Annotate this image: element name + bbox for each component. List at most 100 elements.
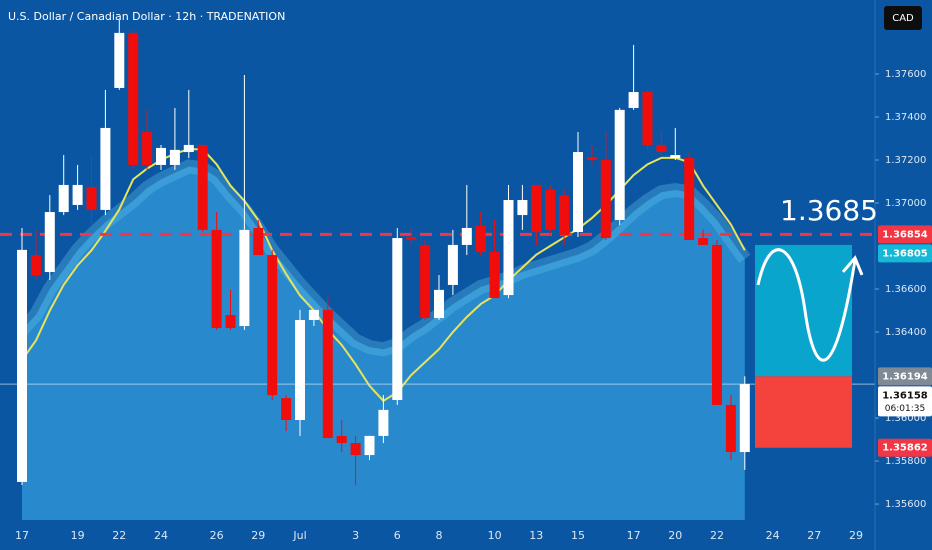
x-tick-label: 17 bbox=[627, 529, 641, 542]
x-tick-label: 26 bbox=[210, 529, 224, 542]
candle-body bbox=[128, 32, 139, 165]
candle-body bbox=[295, 320, 305, 420]
y-tick-label: 1.37000 bbox=[885, 198, 926, 209]
countdown-label: 06:01:35 bbox=[885, 404, 925, 414]
candle-body bbox=[614, 109, 625, 220]
currency-label: CAD bbox=[892, 13, 914, 24]
x-tick-label: 17 bbox=[15, 529, 29, 542]
candle-body bbox=[725, 404, 736, 453]
candle-body bbox=[517, 200, 528, 216]
candle-body bbox=[169, 149, 180, 165]
candle-body bbox=[44, 212, 55, 273]
candle-body bbox=[447, 244, 458, 285]
candle-body bbox=[531, 184, 542, 233]
candle-body bbox=[475, 226, 486, 253]
x-tick-label: 29 bbox=[251, 529, 265, 542]
price-label-box bbox=[878, 438, 932, 457]
candle-body bbox=[308, 309, 319, 320]
x-tick-label: 27 bbox=[807, 529, 821, 542]
y-tick-label: 1.37400 bbox=[885, 112, 926, 123]
candle-body bbox=[86, 186, 97, 210]
candle-body bbox=[628, 92, 639, 108]
candle-body bbox=[739, 384, 750, 453]
y-tick-label: 1.36600 bbox=[885, 284, 926, 295]
candle-body bbox=[503, 200, 514, 296]
indicator-area bbox=[22, 166, 745, 521]
candle-body bbox=[559, 195, 570, 236]
candle-body bbox=[211, 229, 222, 328]
price-label: 1.36158 bbox=[882, 390, 928, 401]
candle-body bbox=[17, 249, 27, 482]
candle-body bbox=[267, 255, 278, 396]
forecast-curve bbox=[756, 248, 857, 362]
y-tick-label: 1.37200 bbox=[885, 155, 926, 166]
candle-body bbox=[461, 227, 472, 245]
y-tick-label: 1.37600 bbox=[885, 69, 926, 80]
candle-body bbox=[281, 398, 292, 420]
x-tick-label: 24 bbox=[154, 529, 168, 542]
candle-body bbox=[712, 244, 722, 405]
candle-body bbox=[239, 229, 250, 327]
forecast-arrowhead bbox=[841, 255, 864, 276]
price-label: 1.36194 bbox=[882, 371, 928, 382]
candle-body bbox=[545, 189, 556, 230]
plot-area bbox=[0, 20, 875, 521]
y-tick-label: 1.35800 bbox=[885, 456, 926, 467]
x-tick-label: 10 bbox=[488, 529, 502, 542]
price-label-box bbox=[878, 386, 932, 417]
level-annotation: 1.3685 bbox=[780, 194, 878, 227]
candle-body bbox=[586, 156, 597, 160]
x-tick-label: 15 bbox=[571, 529, 585, 542]
candle-body bbox=[392, 238, 403, 400]
candle-body bbox=[364, 435, 375, 456]
x-tick-label: 22 bbox=[710, 529, 724, 542]
x-tick-label: 3 bbox=[352, 529, 359, 542]
candle-body bbox=[489, 252, 500, 299]
candle-body bbox=[183, 144, 194, 153]
candle-body bbox=[114, 32, 125, 88]
candle-body bbox=[684, 158, 695, 240]
candle-body bbox=[100, 127, 111, 210]
price-label: 1.36805 bbox=[882, 248, 928, 259]
x-tick-label: 19 bbox=[71, 529, 85, 542]
candle-body bbox=[197, 144, 208, 230]
y-tick-label: 1.35600 bbox=[885, 499, 926, 510]
candle-body bbox=[336, 435, 347, 444]
candle-body bbox=[600, 160, 611, 239]
x-tick-label: 22 bbox=[112, 529, 126, 542]
candle-body bbox=[670, 155, 681, 159]
candle-body bbox=[156, 147, 166, 165]
x-tick-label: 13 bbox=[529, 529, 543, 542]
x-tick-label: 24 bbox=[766, 529, 780, 542]
x-tick-label: 6 bbox=[394, 529, 401, 542]
candle-body bbox=[698, 238, 709, 245]
x-tick-label: Jul bbox=[292, 529, 306, 542]
candle-body bbox=[642, 92, 653, 145]
candle-body bbox=[350, 443, 361, 456]
candle-body bbox=[378, 409, 389, 436]
candle-body bbox=[142, 132, 153, 165]
candle-body bbox=[656, 144, 667, 153]
price-label-box bbox=[878, 367, 932, 386]
price-label-box bbox=[878, 225, 932, 244]
candle-body bbox=[420, 244, 431, 319]
y-tick-label: 1.36000 bbox=[885, 413, 926, 424]
candle-body bbox=[434, 289, 444, 319]
candle-body bbox=[253, 227, 264, 256]
candle-body bbox=[72, 184, 83, 205]
stop-zone bbox=[755, 376, 852, 448]
price-label: 1.35862 bbox=[882, 443, 928, 454]
candle-body bbox=[573, 152, 583, 233]
price-label: 1.36854 bbox=[882, 229, 928, 240]
candle-body bbox=[30, 255, 41, 276]
indicator-area-edge bbox=[16, 159, 751, 357]
candle-body bbox=[58, 184, 69, 213]
candle-body bbox=[322, 309, 333, 439]
currency-badge bbox=[884, 6, 922, 30]
y-tick-label: 1.36400 bbox=[885, 327, 926, 338]
candle-body bbox=[406, 236, 417, 240]
chart-title: U.S. Dollar / Canadian Dollar · 12h · TR… bbox=[8, 10, 285, 23]
x-tick-label: 20 bbox=[668, 529, 682, 542]
x-tick-label: 8 bbox=[436, 529, 443, 542]
